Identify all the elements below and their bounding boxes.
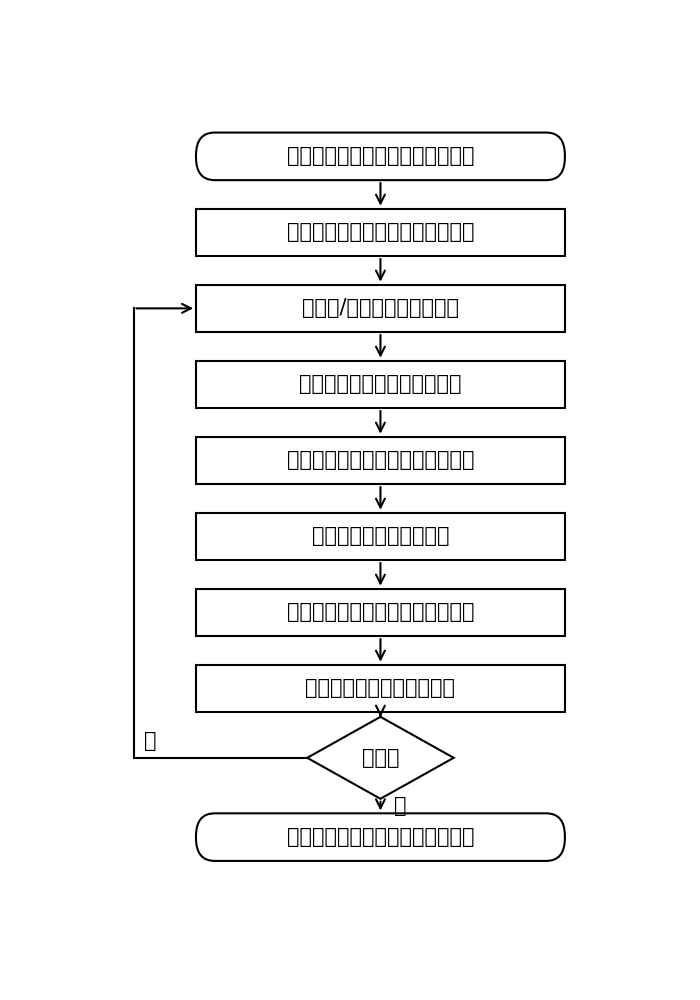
Polygon shape bbox=[307, 717, 454, 799]
Text: 收敛？: 收敛？ bbox=[362, 748, 399, 768]
Text: 求解有限元模型得到电势分布: 求解有限元模型得到电势分布 bbox=[299, 374, 462, 394]
Text: 建立生物体三维静电场有限元模型: 建立生物体三维静电场有限元模型 bbox=[287, 222, 474, 242]
Text: 根据测量和计算电势建立目标函数: 根据测量和计算电势建立目标函数 bbox=[287, 450, 474, 470]
Bar bbox=[196, 665, 565, 712]
Bar bbox=[196, 589, 565, 636]
Text: 注入低频安全电流，测量真实电势: 注入低频安全电流，测量真实电势 bbox=[287, 146, 474, 166]
Text: 基于导数信息更新成像参数: 基于导数信息更新成像参数 bbox=[305, 678, 456, 698]
Bar bbox=[196, 361, 565, 408]
Text: 是: 是 bbox=[394, 796, 407, 816]
Text: 输出生物体三维电阴抗成像的图形: 输出生物体三维电阴抗成像的图形 bbox=[287, 827, 474, 847]
FancyBboxPatch shape bbox=[196, 813, 565, 861]
Bar bbox=[196, 437, 565, 484]
Bar bbox=[196, 209, 565, 256]
Text: 否: 否 bbox=[144, 731, 157, 751]
Text: 初始化/更新电阴抗成像参数: 初始化/更新电阴抗成像参数 bbox=[302, 298, 459, 318]
Text: 建立电阴抗成像优化模型: 建立电阴抗成像优化模型 bbox=[312, 526, 449, 546]
Bar bbox=[196, 513, 565, 560]
FancyBboxPatch shape bbox=[196, 133, 565, 180]
Text: 计算目标函数关于成像参数的导数: 计算目标函数关于成像参数的导数 bbox=[287, 602, 474, 622]
Bar bbox=[196, 285, 565, 332]
